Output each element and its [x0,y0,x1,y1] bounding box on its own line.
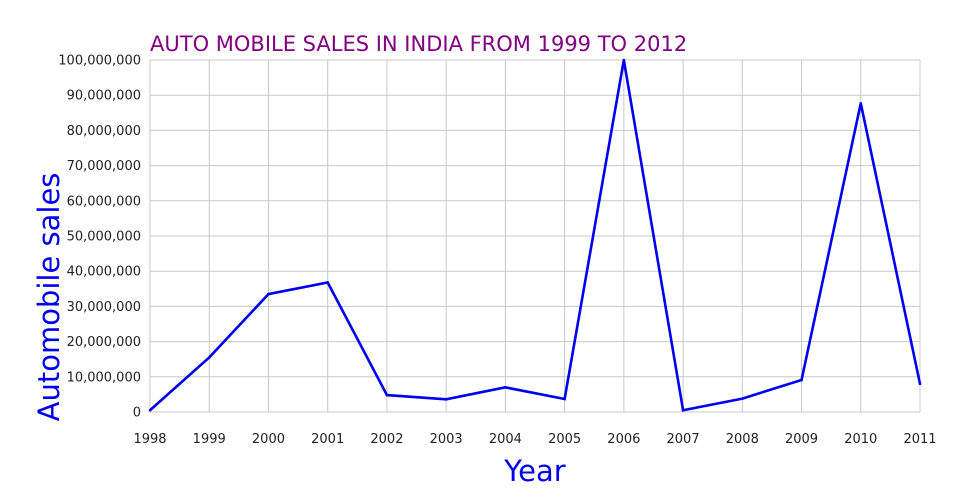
gridlines [149,59,921,413]
data-point [741,397,744,400]
chart-title: AUTO MOBILE SALES IN INDIA FROM 1999 TO … [150,32,687,56]
x-tick-label: 2008 [726,432,759,447]
x-tick-label: 2007 [667,432,700,447]
y-axis-ticks: 0 10,000,000 20,000,000 30,000,000 40,000,00… [58,54,141,421]
series-layer [148,58,922,412]
series-line [149,59,922,412]
data-point [267,292,270,296]
x-tick-label: 2011 [903,432,936,447]
x-tick-label: 1998 [133,432,166,447]
y-tick-label: 0 [133,406,141,421]
y-tick-label: 60,000,000 [67,194,141,209]
y-tick-label: 30,000,000 [67,300,141,315]
data-point [326,281,329,284]
y-tick-label: 10,000,000 [67,370,141,385]
data-point [859,101,863,105]
data-point [504,386,507,389]
data-point [918,382,922,386]
data-point [681,408,685,412]
x-axis-title: Year [503,454,565,488]
x-tick-label: 2009 [785,432,818,447]
y-tick-label: 40,000,000 [67,265,141,280]
y-tick-label: 20,000,000 [67,335,141,350]
x-tick-label: 1999 [193,432,226,447]
y-tick-label: 50,000,000 [67,230,141,245]
x-tick-label: 2005 [548,432,581,447]
y-tick-label: 70,000,000 [67,159,141,174]
x-tick-label: 2001 [311,432,344,447]
y-tick-label: 90,000,000 [67,89,141,104]
x-tick-label: 2003 [430,432,463,447]
x-axis-ticks: 1998 1999 2000 2001 2002 2003 2004 2005 2006 2007… [133,432,936,447]
x-tick-label: 2006 [607,432,640,447]
y-axis-title: Automobile sales [32,173,66,422]
x-tick-label: 2010 [844,432,877,447]
x-tick-label: 2002 [370,432,403,447]
data-point [444,398,448,401]
y-tick-label: 80,000,000 [67,124,141,139]
data-point [563,397,566,401]
data-point [622,58,626,62]
data-point [207,356,211,359]
data-point [800,378,803,382]
x-tick-label: 2000 [252,432,285,447]
x-tick-label: 2004 [489,432,522,447]
y-tick-label: 100,000,000 [58,54,141,69]
data-point [385,393,389,397]
data-point [148,408,152,412]
